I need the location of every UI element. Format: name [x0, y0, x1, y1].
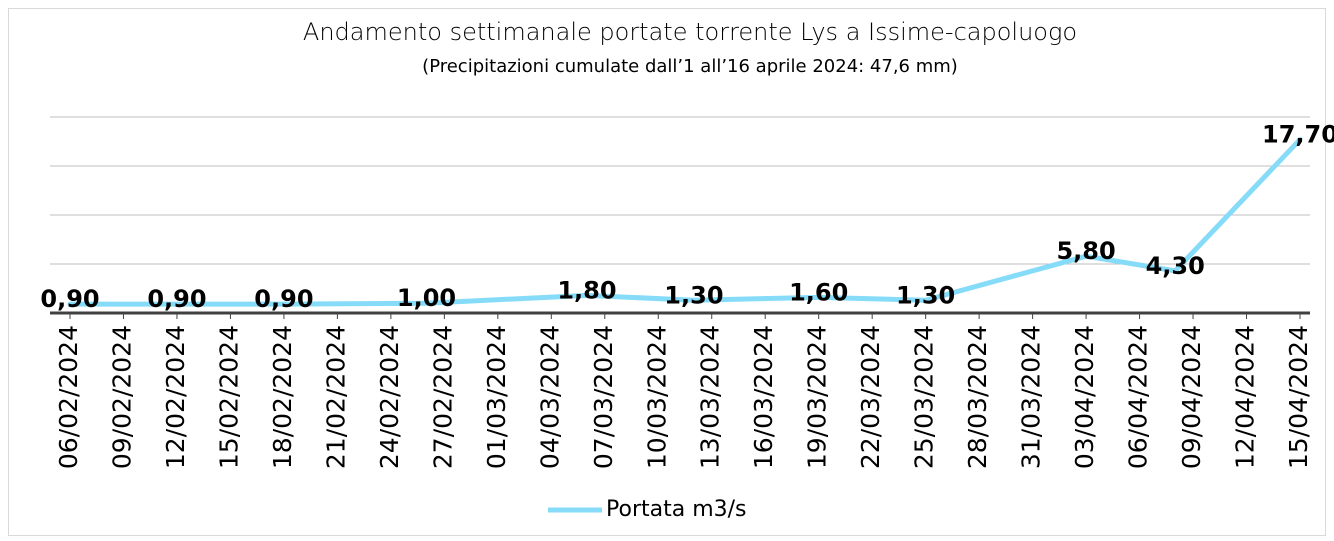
- data-label: 1,60: [789, 278, 848, 306]
- x-tick-label: 10/03/2024: [642, 325, 671, 469]
- data-label: 5,80: [1056, 237, 1115, 265]
- x-tick-label: 03/04/2024: [1070, 325, 1099, 469]
- data-label: 0,90: [254, 285, 313, 313]
- chart-title: Andamento settimanale portate torrente L…: [303, 18, 1077, 46]
- x-tick-label: 22/03/2024: [856, 325, 885, 469]
- x-tick-label: 18/02/2024: [268, 325, 297, 469]
- x-tick-label: 01/03/2024: [482, 325, 511, 469]
- data-label: 1,30: [664, 281, 723, 309]
- chart-subtitle: (Precipitazioni cumulate dall’1 all’16 a…: [422, 56, 958, 77]
- x-tick-label: 27/02/2024: [428, 325, 457, 469]
- data-label: 0,90: [147, 285, 206, 313]
- x-tick-label: 21/02/2024: [321, 325, 350, 469]
- x-tick-label: 07/03/2024: [589, 325, 618, 469]
- data-label: 1,80: [557, 276, 616, 304]
- x-tick-label: 06/04/2024: [1124, 325, 1153, 469]
- x-tick-label: 15/04/2024: [1284, 325, 1313, 469]
- x-tick-label: 24/02/2024: [375, 325, 404, 469]
- data-line: [67, 137, 1303, 307]
- x-tick-label: 06/02/2024: [54, 325, 83, 469]
- x-tick-label: 12/04/2024: [1231, 325, 1260, 469]
- x-tick-label: 09/02/2024: [107, 325, 136, 469]
- x-tick-label: 04/03/2024: [535, 325, 564, 469]
- x-tick-label: 28/03/2024: [963, 325, 992, 469]
- data-label: 4,30: [1146, 252, 1205, 280]
- x-tick-label: 13/03/2024: [696, 325, 725, 469]
- data-label: 1,00: [397, 284, 456, 312]
- data-label: 1,30: [896, 281, 955, 309]
- legend-label: Portata m3/s: [606, 497, 747, 522]
- x-tick-label: 31/03/2024: [1017, 325, 1046, 469]
- x-tick-label: 16/03/2024: [749, 325, 778, 469]
- x-tick-label: 09/04/2024: [1177, 325, 1206, 469]
- x-tick-label: 15/02/2024: [214, 325, 243, 469]
- x-tick-label: 12/02/2024: [161, 325, 190, 469]
- x-tick-label: 25/03/2024: [910, 325, 939, 469]
- x-tick-label: 19/03/2024: [803, 325, 832, 469]
- data-label: 0,90: [40, 285, 99, 313]
- data-label: 17,70: [1262, 121, 1334, 149]
- chart-border: [8, 8, 1326, 536]
